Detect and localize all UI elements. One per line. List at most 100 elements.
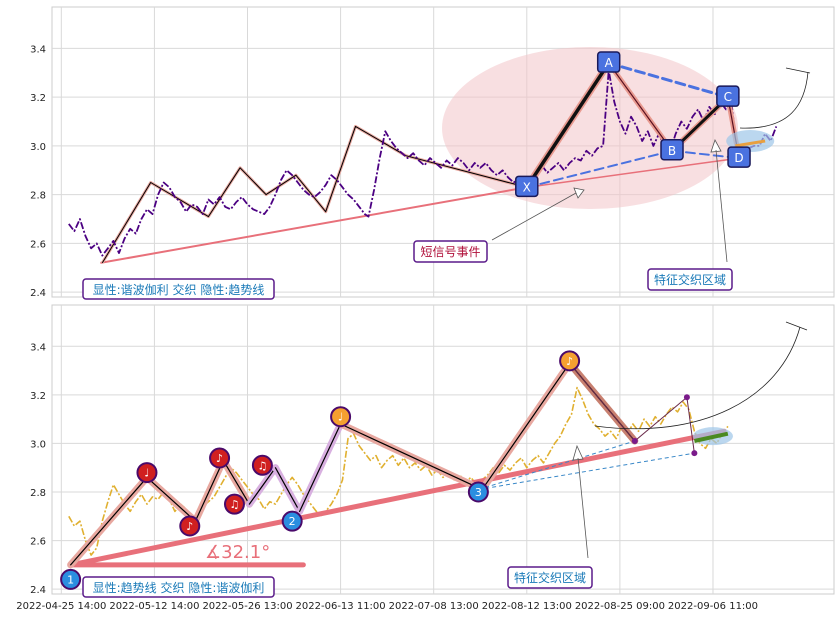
bottom-curve-arrow-cap <box>785 321 808 331</box>
trend-line <box>68 428 727 568</box>
pattern-label-d: D <box>734 151 743 165</box>
top-price-series <box>68 69 778 257</box>
bottom-plot-frame <box>51 304 835 595</box>
marker-circle <box>281 510 303 532</box>
bottom-y-tick-labels: 2.4 2.6 2.8 3.0 3.2 3.4 <box>30 342 46 596</box>
marker-circle <box>179 515 201 537</box>
bottom-trendline <box>68 428 727 568</box>
pattern-box-b <box>660 139 684 161</box>
dashed-ref <box>478 452 695 491</box>
zigzag-line <box>299 423 342 513</box>
top-zone-arrow <box>710 139 728 263</box>
y-tick-label: 3.4 <box>30 342 46 353</box>
leg-xd <box>526 157 740 189</box>
leg-xb-dashed <box>525 149 674 189</box>
top-trendline <box>100 186 527 264</box>
pattern-box-d <box>727 146 751 168</box>
dashed-ref <box>478 440 635 491</box>
pivot-dot <box>691 450 698 457</box>
marker-circle <box>559 350 581 372</box>
x-tick-label: 2022-08-25 09:00 <box>575 601 665 612</box>
x-tick-label: 2022-09-06 11:00 <box>668 601 758 612</box>
bottom-legend-box <box>82 576 275 598</box>
leg-ab <box>608 62 673 152</box>
bottom-curve-arrow <box>594 326 801 430</box>
price-line <box>68 69 778 257</box>
zigzag-line <box>70 476 148 566</box>
top-zigzag <box>101 124 518 264</box>
zigzag-line <box>194 459 224 522</box>
top-event-box <box>413 240 488 263</box>
pattern-box-c <box>716 85 740 107</box>
pivot-dot <box>683 394 690 401</box>
y-tick-label: 2.4 <box>30 288 46 299</box>
marker-circle <box>209 447 231 469</box>
tail-line <box>569 362 636 442</box>
pattern-label-x: X <box>523 180 531 194</box>
marker-label: ♪ <box>186 520 193 533</box>
top-zone-box <box>647 268 733 291</box>
pivot-dot <box>631 438 638 444</box>
bottom-angle-label: ∡32.1° <box>205 542 270 563</box>
marker-label: ♪ <box>566 355 573 368</box>
bottom-panel: 2.4 2.6 2.8 3.0 3.2 3.4 1 ♩ ♪ ♪ ♫ ♫ 2 ♩ 3 ♪ ∡32.1° 特征交… <box>30 304 835 598</box>
pattern-label-b: B <box>668 144 676 158</box>
top-event-arrow <box>491 187 585 241</box>
pattern-box-x <box>515 175 539 198</box>
y-tick-label: 3.0 <box>30 439 46 450</box>
pattern-label-a: A <box>605 56 614 70</box>
bottom-zone-box <box>507 566 593 589</box>
zigzag-line <box>274 467 301 513</box>
x-tick-label: 2022-05-12 14:00 <box>109 601 199 612</box>
trend-line <box>100 186 527 264</box>
y-tick-label: 3.0 <box>30 142 46 153</box>
y-tick-label: 3.2 <box>30 391 46 402</box>
x-tick-labels: 2022-04-25 14:00 2022-05-12 14:00 2022-05-… <box>16 601 758 612</box>
bottom-zone-label: 特征交织区域 <box>514 570 586 585</box>
bottom-zigzag <box>67 359 733 569</box>
marker-circle <box>251 454 273 476</box>
bottom-markers: 1 ♩ ♪ ♪ ♫ ♫ 2 ♩ 3 ♪ <box>60 350 581 590</box>
zigzag-line <box>222 459 250 505</box>
marker-label: ♪ <box>216 452 223 465</box>
x-tick-label: 2022-04-25 14:00 <box>16 601 106 612</box>
x-tick-label: 2022-05-26 13:00 <box>202 601 292 612</box>
y-tick-label: 2.4 <box>30 585 46 596</box>
bottom-price-series <box>68 386 729 556</box>
marker-label: ♫ <box>230 498 240 511</box>
tail-line <box>686 397 695 454</box>
y-tick-label: 2.8 <box>30 488 46 499</box>
zigzag-line <box>481 362 571 491</box>
y-tick-label: 3.2 <box>30 93 46 104</box>
top-y-tick-labels: 2.4 2.6 2.8 3.0 3.2 3.4 <box>30 44 46 299</box>
top-harmonic-pattern: X A B C D <box>515 51 775 198</box>
pattern-box-a <box>596 51 621 73</box>
zone-mark <box>693 431 729 443</box>
x-tick-label: 2022-08-12 13:00 <box>482 601 572 612</box>
zigzag-line <box>146 476 196 522</box>
leg-xa <box>525 61 611 190</box>
price-line <box>68 386 729 556</box>
top-zone-label: 特征交织区域 <box>654 272 726 287</box>
marker-label: 3 <box>475 486 482 499</box>
top-event-label: 短信号事件 <box>420 245 480 259</box>
x-tick-label: 2022-07-08 13:00 <box>389 601 479 612</box>
bottom-legend-label: 显性:趋势线 交织 隐性:谐波伽利 <box>93 580 265 595</box>
marker-circle <box>60 568 82 590</box>
marker-circle <box>223 493 245 515</box>
marker-circle <box>330 406 352 428</box>
marker-circle <box>467 481 489 503</box>
y-tick-label: 3.4 <box>30 44 46 55</box>
marker-label: 1 <box>67 573 74 586</box>
d-zone-mark <box>735 139 766 148</box>
zigzag-line <box>339 423 483 491</box>
y-tick-label: 2.6 <box>30 537 46 548</box>
marker-circle <box>136 462 158 484</box>
tail-line <box>634 396 688 442</box>
leg-ac-dashed <box>607 61 730 99</box>
marker-label: ♫ <box>257 459 267 472</box>
marker-label: ♩ <box>144 467 149 480</box>
top-curve-arrow <box>739 71 809 129</box>
